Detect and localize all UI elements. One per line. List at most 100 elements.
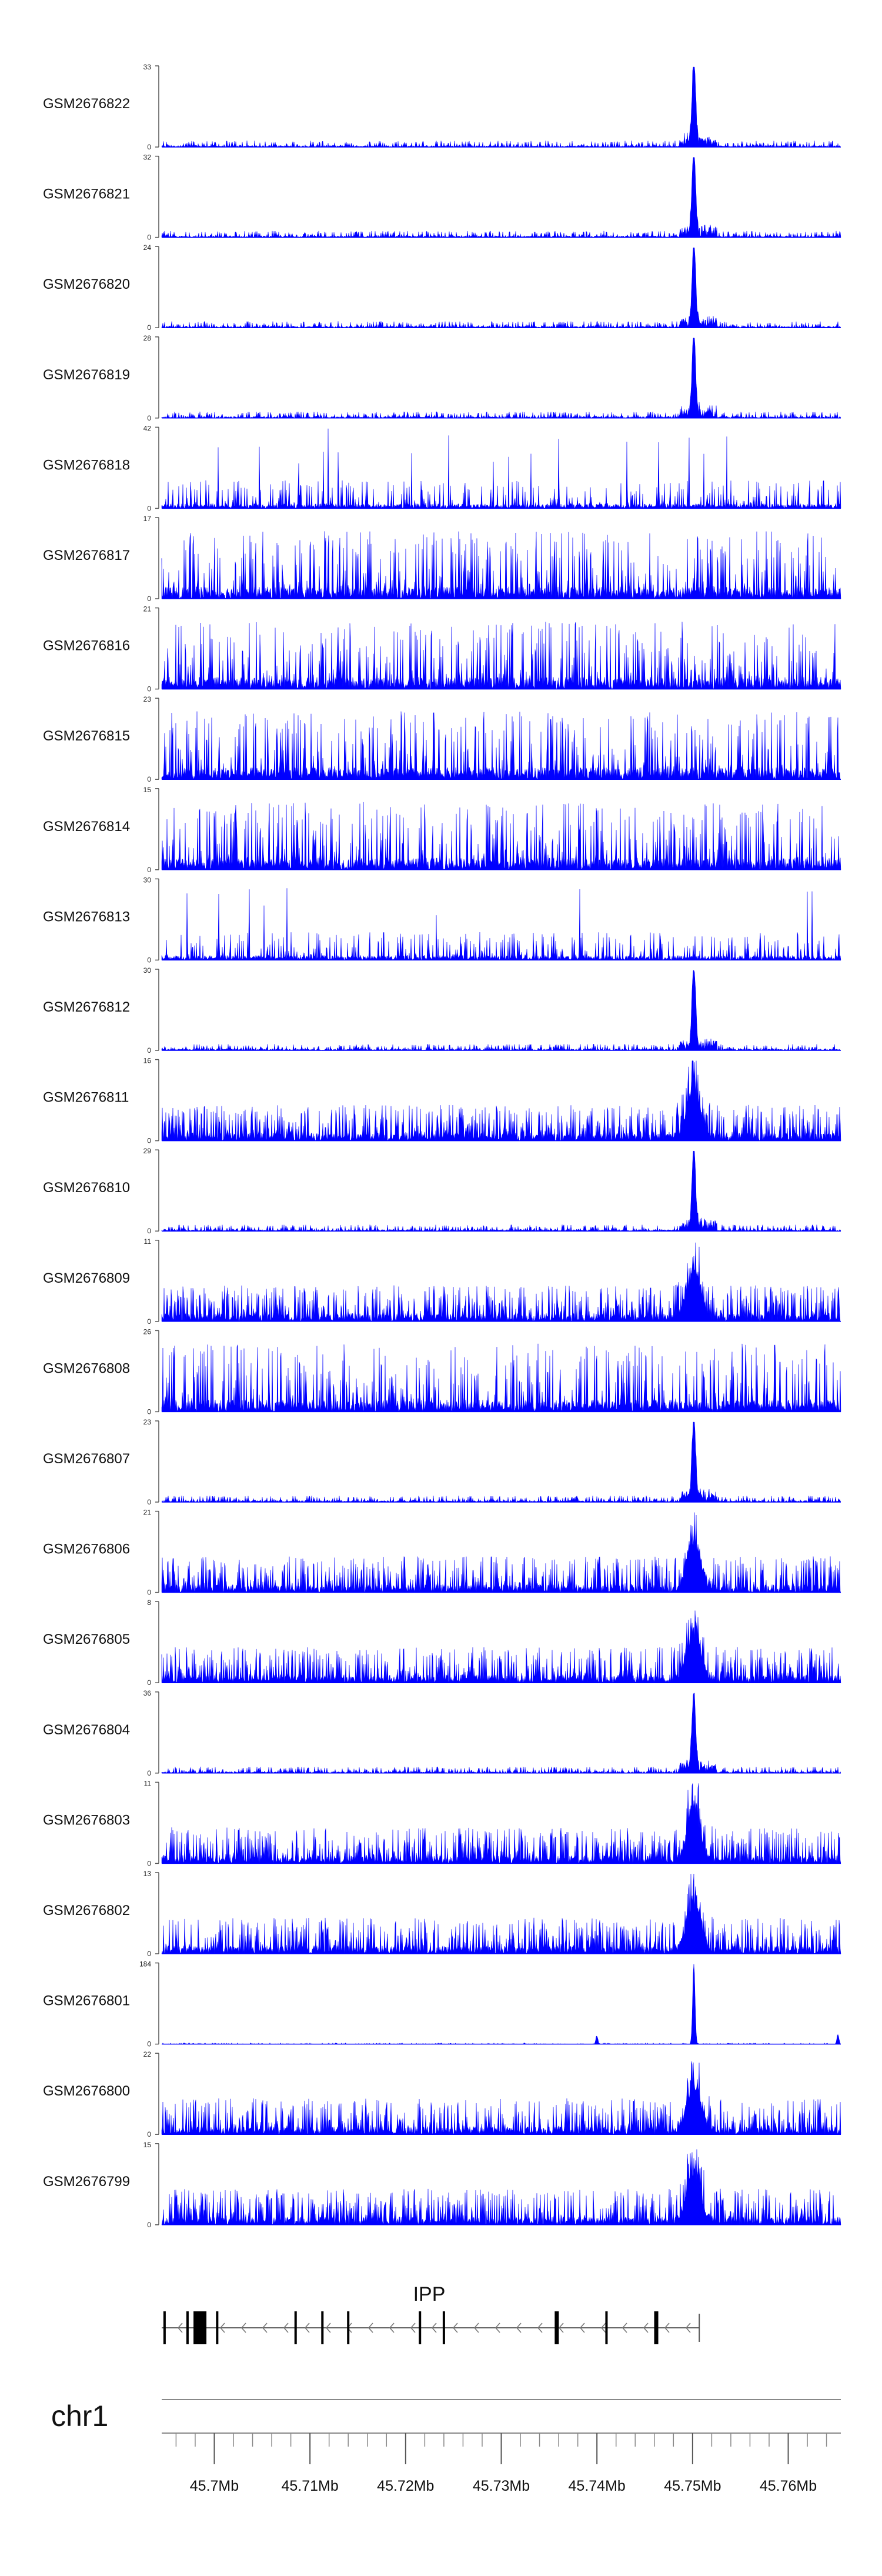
exon-block (605, 2311, 608, 2344)
strand-arrow (325, 2323, 331, 2333)
exon-block (216, 2311, 219, 2344)
coverage-area (162, 1964, 841, 2045)
y-min-label: 0 (147, 685, 151, 693)
strand-arrow (664, 2323, 670, 2333)
track-gsm2676811: GSM2676811 16 0 (43, 1057, 841, 1145)
y-max-label: 15 (143, 786, 152, 794)
track-label: GSM2676801 (43, 1993, 130, 2009)
strand-arrow (389, 2323, 395, 2333)
y-max-label: 26 (143, 1327, 152, 1336)
strand-arrow (537, 2323, 543, 2333)
exon-block (294, 2311, 297, 2344)
coverage-area (161, 2149, 841, 2225)
y-max-label: 33 (143, 63, 152, 71)
y-max-label: 11 (144, 1237, 152, 1246)
y-max-label: 22 (143, 2050, 152, 2058)
track-gsm2676802: GSM2676802 13 0 (43, 1870, 841, 1958)
y-max-label: 184 (139, 1960, 151, 1968)
track-label: GSM2676802 (43, 1903, 130, 1918)
coverage-area (161, 66, 841, 148)
track-label: GSM2676811 (43, 1090, 129, 1106)
y-min-label: 0 (147, 1769, 151, 1777)
exon-block (654, 2311, 659, 2344)
track-gsm2676807: GSM2676807 23 0 (43, 1418, 841, 1506)
x-tick-label: 45.75Mb (664, 2478, 721, 2494)
track-label: GSM2676814 (43, 819, 130, 835)
coverage-area (161, 338, 841, 419)
exon-block (554, 2311, 559, 2344)
track-label: GSM2676810 (43, 1180, 130, 1196)
y-max-label: 24 (143, 243, 152, 252)
exon-block (186, 2311, 189, 2344)
y-min-label: 0 (147, 1950, 151, 1958)
strand-arrow (685, 2323, 691, 2333)
y-min-label: 0 (147, 1227, 151, 1235)
track-label: GSM2676803 (43, 1812, 130, 1828)
x-tick-label: 45.72Mb (377, 2478, 434, 2494)
y-min-label: 0 (147, 866, 151, 874)
track-gsm2676805: GSM2676805 8 0 (43, 1599, 841, 1687)
y-min-label: 0 (147, 1407, 151, 1416)
track-label: GSM2676819 (43, 367, 130, 383)
y-max-label: 36 (143, 1689, 152, 1697)
coverage-area (161, 711, 841, 780)
track-gsm2676818: GSM2676818 42 0 (43, 424, 841, 512)
y-min-label: 0 (147, 323, 151, 332)
track-gsm2676799: GSM2676799 15 0 (43, 2141, 841, 2229)
coverage-tracks: GSM2676822330GSM2676821320GSM2676820240G… (43, 63, 841, 2229)
y-min-label: 0 (147, 2040, 151, 2048)
track-gsm2676821: GSM2676821 32 0 (43, 154, 841, 242)
y-min-label: 0 (147, 1679, 151, 1687)
track-gsm2676816: GSM2676816 21 0 (43, 605, 841, 693)
track-label: GSM2676800 (43, 2083, 130, 2099)
genome-axis-track: chr1 45.7Mb 45.71Mb 45.72Mb 45.73Mb 45.74Mb 45… (51, 2399, 841, 2494)
track-gsm2676804: GSM2676804 36 0 (43, 1689, 841, 1777)
track-gsm2676815: GSM2676815 23 0 (43, 695, 841, 783)
coverage-area (161, 1873, 841, 1954)
x-tick-label: 45.73Mb (473, 2478, 530, 2494)
track-gsm2676801: GSM2676801 184 0 (43, 1960, 841, 2048)
coverage-area (161, 1343, 841, 1412)
y-max-label: 17 (143, 515, 152, 523)
strand-arrow (304, 2323, 310, 2333)
y-max-label: 8 (147, 1599, 151, 1607)
track-gsm2676800: GSM2676800 22 0 (43, 2050, 841, 2138)
y-max-label: 30 (143, 876, 152, 884)
y-min-label: 0 (147, 775, 151, 783)
coverage-area (161, 1610, 841, 1684)
track-gsm2676809: GSM2676809 11 0 (43, 1237, 841, 1326)
track-label: GSM2676808 (43, 1360, 130, 1376)
y-max-label: 16 (143, 1057, 152, 1065)
y-min-label: 0 (147, 143, 151, 151)
track-gsm2676822: GSM2676822 33 0 (43, 63, 841, 151)
coverage-area (161, 157, 841, 238)
track-label: GSM2676815 (43, 728, 130, 744)
coverage-area (161, 2061, 841, 2135)
coverage-area (161, 1783, 841, 1864)
y-min-label: 0 (147, 956, 151, 964)
strand-arrow (283, 2323, 289, 2333)
strand-arrow (558, 2323, 564, 2333)
coverage-area (161, 1422, 841, 1503)
y-max-label: 28 (143, 334, 152, 342)
y-min-label: 0 (147, 1589, 151, 1597)
x-tick-label: 45.76Mb (760, 2478, 817, 2494)
strand-arrow (431, 2323, 437, 2333)
coverage-area (161, 802, 841, 870)
coverage-area (161, 247, 841, 328)
exon-block (193, 2311, 207, 2344)
chromosome-label: chr1 (51, 2400, 108, 2432)
exon-block (163, 2311, 166, 2344)
y-max-label: 13 (143, 1870, 152, 1878)
strand-arrow (495, 2323, 500, 2333)
coverage-area (161, 1693, 841, 1774)
strand-arrow (579, 2323, 585, 2333)
y-max-label: 29 (143, 1147, 152, 1155)
track-gsm2676817: GSM2676817 17 0 (43, 515, 841, 603)
y-min-label: 0 (147, 1859, 151, 1867)
strand-arrow (177, 2323, 183, 2333)
track-gsm2676812: GSM2676812 30 0 (43, 966, 841, 1055)
track-gsm2676820: GSM2676820 24 0 (43, 243, 841, 332)
track-gsm2676803: GSM2676803 11 0 (43, 1779, 841, 1867)
